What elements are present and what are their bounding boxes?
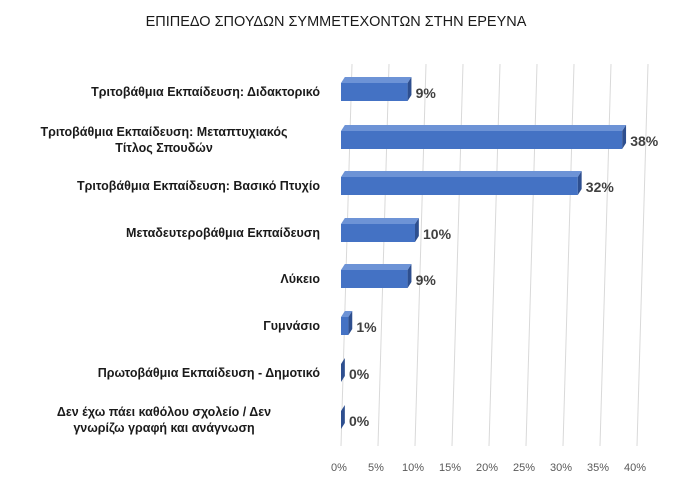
chart-title: ΕΠΙΠΕΔΟ ΣΠΟΥΔΩΝ ΣΥΜΜΕΤΕΧΟΝΤΩΝ ΣΤΗΝ ΕΡΕΥΝ…: [146, 14, 527, 30]
category-label: Μεταδευτεροβάθμια Εκπαίδευση: [126, 226, 320, 240]
bar: [341, 264, 412, 288]
bar-side-face: [407, 77, 412, 101]
bar: [341, 218, 419, 242]
x-tick-label: 0%: [331, 462, 347, 474]
bar-top-face: [341, 311, 353, 317]
gridline: [414, 63, 427, 447]
category-label: Δεν έχω πάει καθόλου σχολείο / Δεν γνωρίζ…: [57, 405, 271, 435]
x-tick-label: 20%: [476, 462, 498, 474]
x-tick-label: 40%: [624, 462, 646, 474]
data-label: 38%: [630, 133, 659, 149]
grid-lines: [340, 63, 649, 447]
category-label: Λύκειο: [280, 272, 320, 286]
x-tick-label: 15%: [439, 462, 461, 474]
bar-side-face: [577, 171, 582, 195]
bar-top-face: [341, 218, 419, 224]
category-label: Τριτοβάθμια Εκπαίδευση: Βασικό Πτυχίο: [77, 179, 320, 193]
category-label: Γυμνάσιο: [263, 319, 320, 333]
x-tick-label: 10%: [402, 462, 424, 474]
data-label: 32%: [586, 179, 615, 195]
gridline: [451, 63, 464, 447]
bar: [341, 171, 582, 195]
bar-top-face: [341, 171, 582, 177]
bar: [341, 125, 627, 149]
data-label: 9%: [416, 272, 437, 288]
bar-top-face: [341, 264, 412, 270]
bar-front-face: [341, 177, 578, 195]
bar-front-face: [341, 224, 415, 242]
bar-front-face: [341, 270, 408, 288]
bar: [341, 405, 345, 429]
category-label: Τριτοβάθμια Εκπαίδευση: Μεταπτυχιακός Τίτ…: [40, 125, 287, 155]
bar-side-face: [407, 264, 412, 288]
bar: [341, 311, 353, 335]
x-tick-label: 5%: [368, 462, 384, 474]
gridline: [377, 63, 390, 447]
data-label: 0%: [349, 413, 370, 429]
x-axis-ticks: 0% 5% 10% 15% 20% 25% 30% 35% 40%: [331, 462, 646, 474]
gridline: [562, 63, 575, 447]
gridline: [636, 63, 649, 447]
gridline: [599, 63, 612, 447]
bar: [341, 77, 412, 101]
category-label: Πρωτοβάθμια Εκπαίδευση - Δημοτικό: [98, 366, 321, 380]
bar: [341, 358, 345, 382]
bar-front-face: [341, 131, 623, 149]
bars: 9% 38% 32% 10% 9% 1% 0% 0%: [341, 77, 659, 429]
data-label: 9%: [416, 85, 437, 101]
data-label: 1%: [356, 319, 377, 335]
bar-top-face: [341, 77, 412, 83]
bar-side-face: [341, 405, 345, 429]
bar-front-face: [341, 317, 349, 335]
gridline: [340, 63, 353, 447]
category-label: Τριτοβάθμια Εκπαίδευση: Διδακτορικό: [91, 85, 320, 99]
x-tick-label: 25%: [513, 462, 535, 474]
data-label: 10%: [423, 226, 452, 242]
bar-side-face: [341, 358, 345, 382]
category-labels: Τριτοβάθμια Εκπαίδευση: Διδακτορικό Τριτο…: [40, 85, 320, 435]
gridline: [488, 63, 501, 447]
bar-side-face: [348, 311, 353, 335]
x-tick-label: 30%: [550, 462, 572, 474]
bar-top-face: [341, 125, 627, 131]
bar-front-face: [341, 83, 408, 101]
gridline: [525, 63, 538, 447]
x-tick-label: 35%: [587, 462, 609, 474]
data-label: 0%: [349, 366, 370, 382]
bar-side-face: [415, 218, 419, 242]
bar-side-face: [622, 125, 627, 149]
